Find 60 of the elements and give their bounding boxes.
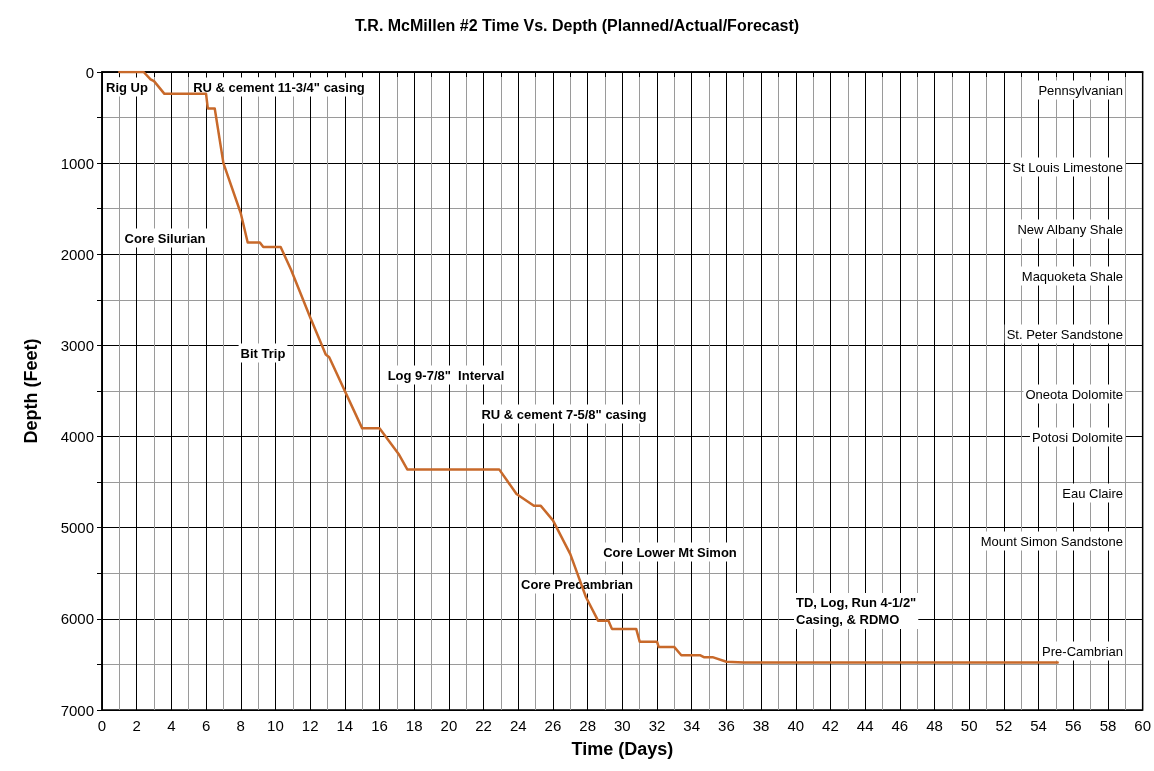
annotation: Pennsylvanian	[1038, 82, 1123, 98]
x-tick-label: 54	[1030, 717, 1047, 734]
annotation: Bit Trip	[240, 345, 286, 361]
chart-title: T.R. McMillen #2 Time Vs. Depth (Planned/Actual/Forecast)	[354, 16, 800, 34]
x-tick-label: 30	[613, 717, 631, 734]
x-tick-label: 14	[336, 717, 354, 734]
x-tick-label: 44	[856, 717, 874, 734]
x-tick-label: 50	[960, 717, 978, 734]
y-tick-label: 2000	[60, 245, 94, 263]
y-tick-label: 1000	[60, 154, 94, 172]
annotation: Maquoketa Shale	[1021, 268, 1123, 284]
annotation: St Louis Limestone	[1012, 159, 1123, 175]
annotation: Eau Claire	[1062, 485, 1123, 501]
x-tick-label: 0	[97, 717, 107, 734]
annotation: Potosi Dolomite	[1031, 429, 1123, 445]
annotation: New Albany Shale	[1017, 221, 1123, 237]
annotation: RU & cement 7-5/8" casing	[481, 406, 647, 422]
x-tick-label: 10	[267, 717, 284, 734]
annotation: RU & cement 11-3/4" casing	[193, 79, 365, 95]
x-tick-label: 12	[301, 717, 319, 734]
x-tick-label: 16	[371, 717, 388, 734]
y-tick-label: 4000	[60, 428, 94, 446]
x-tick-label: 36	[718, 717, 735, 734]
annotation: TD, Log, Run 4-1/2" Casing, & RDMO	[796, 595, 917, 627]
x-tick-label: 38	[752, 717, 770, 734]
y-axis-title: Depth (Feet)	[21, 338, 41, 444]
x-tick-label: 46	[891, 717, 909, 734]
x-tick-label: 60	[1134, 717, 1151, 734]
x-tick-label: 48	[926, 717, 943, 734]
x-tick-label: 20	[440, 717, 458, 734]
y-tick-label: 5000	[60, 519, 94, 537]
annotation: Core Silurian	[124, 230, 206, 246]
x-tick-label: 6	[201, 717, 211, 734]
y-tick-label: 0	[85, 63, 94, 81]
y-tick-label: 7000	[60, 701, 94, 719]
x-tick-label: 18	[405, 717, 423, 734]
x-tick-label: 8	[236, 717, 245, 734]
x-tick-label: 40	[787, 717, 805, 734]
x-tick-label: 52	[995, 717, 1013, 734]
x-tick-label: 28	[579, 717, 596, 734]
x-tick-label: 32	[648, 717, 666, 734]
annotation: Log 9-7/8" Interval	[387, 367, 505, 383]
x-tick-label: 26	[544, 717, 562, 734]
x-tick-label: 22	[475, 717, 492, 734]
x-tick-label: 56	[1064, 717, 1082, 734]
annotation: Rig Up	[106, 79, 148, 95]
x-axis-title: Time (Days)	[571, 739, 674, 759]
y-tick-label: 6000	[60, 610, 94, 628]
annotation: Mount Simon Sandstone	[980, 533, 1123, 549]
x-tick-label: 24	[509, 717, 527, 734]
x-tick-label: 4	[167, 717, 176, 734]
annotation: Core Lower Mt Simon	[603, 544, 737, 560]
x-tick-label: 58	[1099, 717, 1117, 734]
annotation: St. Peter Sandstone	[1006, 326, 1123, 342]
annotation: Pre-Cambrian	[1042, 643, 1123, 659]
x-tick-label: 34	[683, 717, 701, 734]
y-tick-label: 3000	[60, 336, 94, 354]
x-tick-label: 42	[822, 717, 839, 734]
annotation: Oneota Dolomite	[1025, 386, 1123, 402]
x-tick-label: 2	[132, 717, 141, 734]
